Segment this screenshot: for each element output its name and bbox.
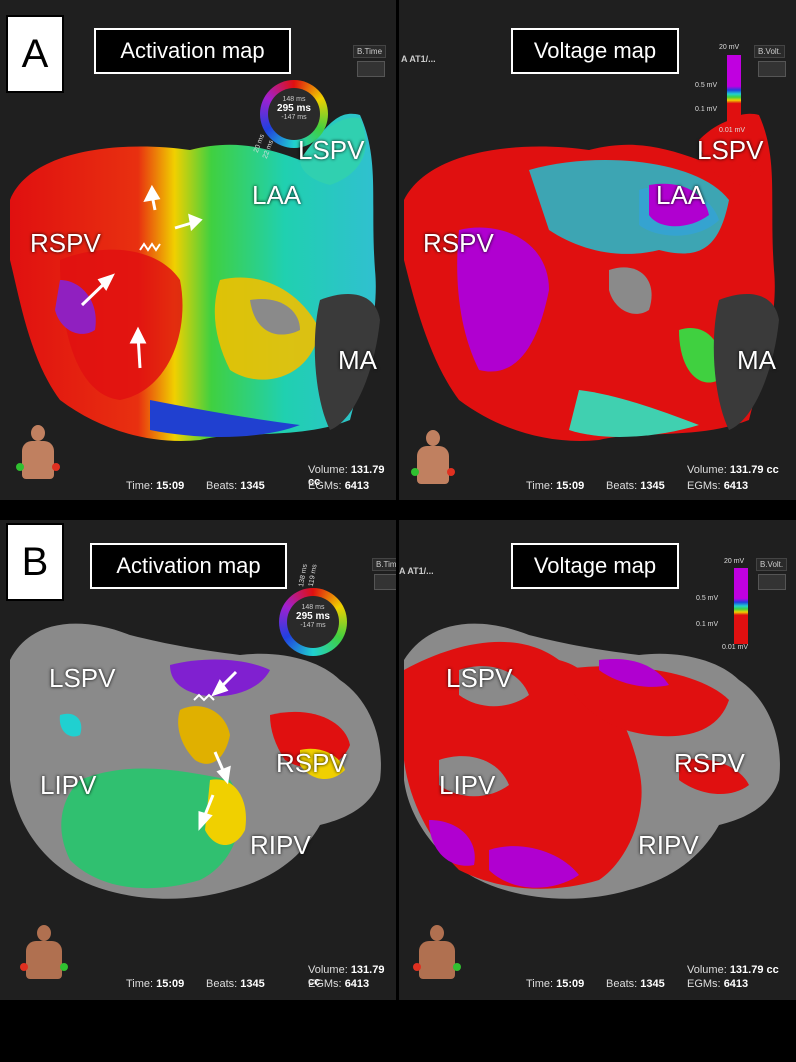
scale-min: 0.01 mV bbox=[719, 127, 746, 134]
footer-beats: Beats: 1345 bbox=[206, 978, 265, 990]
torso-orientation-icon bbox=[411, 430, 455, 485]
color-scale-icon[interactable] bbox=[374, 574, 396, 590]
scale-min: 0.01 mV bbox=[722, 644, 749, 651]
footer-egms: EGMs: 6413 bbox=[687, 480, 749, 492]
scale-0-5: 0.5 mV bbox=[695, 82, 718, 89]
torso-back-orientation-icon bbox=[20, 925, 68, 980]
label-lspv: LSPV bbox=[446, 663, 513, 693]
map-title: Voltage map bbox=[511, 543, 679, 589]
activation-ring: 148 ms 295 ms -147 ms bbox=[279, 588, 347, 656]
label-ripv: RIPV bbox=[250, 830, 311, 860]
voltage-map-b-image bbox=[404, 623, 780, 899]
footer-time: Time: 15:09 bbox=[526, 978, 585, 990]
color-scale-icon[interactable] bbox=[758, 574, 786, 590]
footer-volume: Volume: 131.79 cc bbox=[308, 964, 385, 988]
map-title: Activation map bbox=[90, 543, 287, 589]
scale-max: 20 mV bbox=[719, 44, 740, 51]
ring-cycle-length: 295 ms bbox=[277, 103, 311, 114]
footer-beats: Beats: 1345 bbox=[206, 480, 265, 492]
map-type-dropdown[interactable]: B.Volt. bbox=[754, 45, 786, 58]
footer-volume: Volume: 131.79 cc bbox=[687, 964, 779, 976]
panel-tag: B bbox=[6, 523, 64, 601]
label-laa: LAA bbox=[252, 180, 302, 210]
map-header: A AT1/... bbox=[399, 566, 434, 576]
map-header: A AT1/... bbox=[401, 54, 436, 64]
panel-a-activation: A Activation map B.Time 148 ms 295 ms -1… bbox=[0, 0, 396, 500]
label-rspv: RSPV bbox=[674, 748, 745, 778]
scale-0-1: 0.1 mV bbox=[695, 106, 718, 113]
label-lipv: LIPV bbox=[439, 770, 496, 800]
label-ripv: RIPV bbox=[638, 830, 699, 860]
scale-0-1: 0.1 mV bbox=[696, 621, 719, 628]
label-rspv: RSPV bbox=[30, 228, 101, 258]
color-scale-icon[interactable] bbox=[758, 61, 786, 77]
ring-bottom: -147 ms bbox=[281, 114, 307, 121]
label-rspv: RSPV bbox=[276, 748, 347, 778]
panel-b-voltage: A AT1/... Voltage map B.Volt. 20 mV 0.5 … bbox=[399, 520, 796, 1000]
activation-ring: 148 ms 295 ms -147 ms bbox=[260, 80, 328, 148]
footer-egms: EGMs: 6413 bbox=[687, 978, 749, 990]
torso-orientation-icon bbox=[16, 425, 60, 480]
ring-bottom: -147 ms bbox=[300, 622, 326, 629]
panel-a-voltage: A AT1/... Voltage map B.Volt. 20 mV 0.5 … bbox=[399, 0, 796, 500]
ring-cycle-length: 295 ms bbox=[296, 611, 330, 622]
label-lspv: LSPV bbox=[697, 135, 764, 165]
panel-tag: A bbox=[6, 15, 64, 93]
footer-time: Time: 15:09 bbox=[126, 480, 185, 492]
voltage-scale-bar bbox=[727, 55, 741, 133]
torso-back-orientation-icon bbox=[413, 925, 461, 980]
voltage-scale-bar bbox=[734, 568, 748, 644]
map-title: Voltage map bbox=[511, 28, 679, 74]
footer-egms: EGMs: 6413 bbox=[308, 480, 370, 492]
color-scale-icon[interactable] bbox=[357, 61, 385, 77]
footer-time: Time: 15:09 bbox=[526, 480, 585, 492]
footer-volume: Volume: 131.79 cc bbox=[308, 464, 385, 488]
scale-0-5: 0.5 mV bbox=[696, 595, 719, 602]
map-type-dropdown[interactable]: B.Volt. bbox=[756, 558, 788, 571]
label-lspv: LSPV bbox=[298, 135, 365, 165]
label-ma: MA bbox=[338, 345, 377, 375]
label-rspv: RSPV bbox=[423, 228, 494, 258]
footer-time: Time: 15:09 bbox=[126, 978, 185, 990]
map-type-dropdown[interactable]: B.Tim bbox=[372, 558, 396, 571]
footer-beats: Beats: 1345 bbox=[606, 480, 665, 492]
label-lspv: LSPV bbox=[49, 663, 116, 693]
scale-max: 20 mV bbox=[724, 558, 745, 565]
panel-b-activation: B Activation map B.Tim 148 ms 295 ms -14… bbox=[0, 520, 396, 1000]
ring-top: 148 ms bbox=[282, 96, 306, 103]
label-ma: MA bbox=[737, 345, 776, 375]
footer-egms: EGMs: 6413 bbox=[308, 978, 370, 990]
footer-volume: Volume: 131.79 cc bbox=[687, 464, 779, 476]
label-lipv: LIPV bbox=[40, 770, 97, 800]
label-laa: LAA bbox=[656, 180, 706, 210]
activation-map-a-image bbox=[10, 113, 380, 441]
ring-top: 148 ms bbox=[301, 604, 325, 611]
map-type-dropdown[interactable]: B.Time bbox=[353, 45, 387, 58]
map-title: Activation map bbox=[94, 28, 291, 74]
activation-map-b-image bbox=[10, 623, 381, 899]
voltage-map-a-image bbox=[404, 113, 779, 441]
footer-beats: Beats: 1345 bbox=[606, 978, 665, 990]
